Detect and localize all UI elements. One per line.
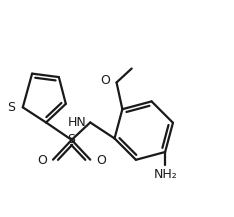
Text: HN: HN	[68, 116, 87, 129]
Text: O: O	[38, 154, 48, 167]
Text: NH₂: NH₂	[153, 168, 177, 181]
Text: S: S	[7, 101, 15, 114]
Text: S: S	[67, 133, 75, 146]
Text: O: O	[96, 154, 106, 167]
Text: O: O	[100, 74, 110, 87]
